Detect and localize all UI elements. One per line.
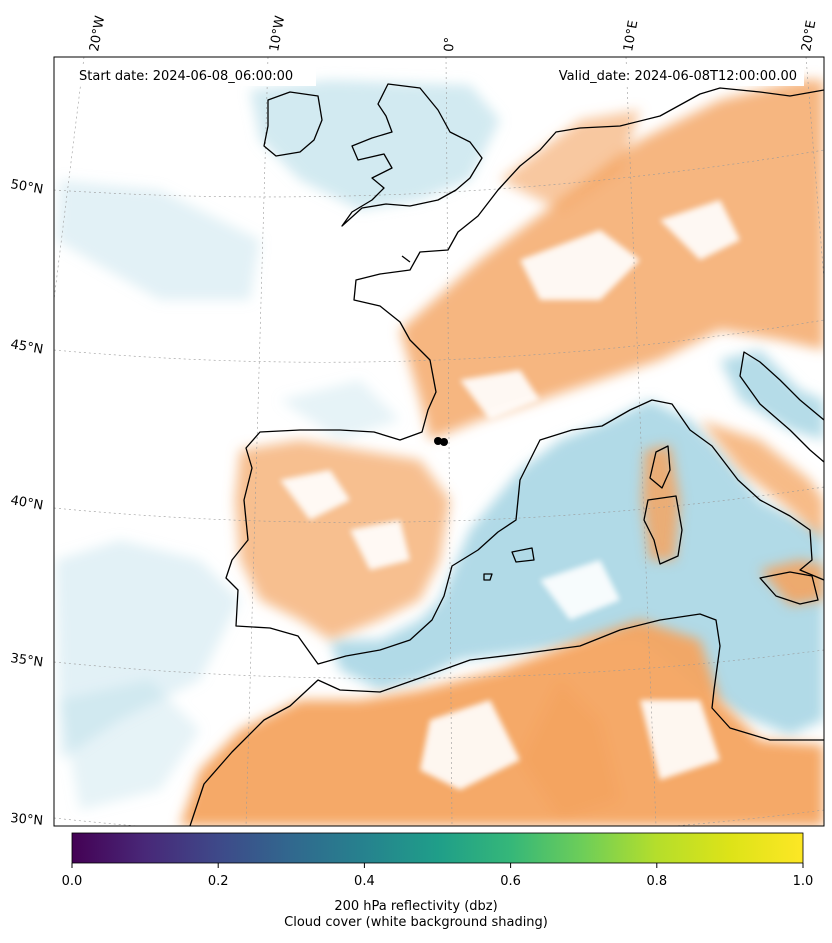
coastline-north-africa [189,613,824,826]
lat-label-45n: 45°N [9,337,44,357]
coastline-mallorca [511,547,535,563]
lon-label-10e: 10°E [621,19,641,52]
coastline-detail [401,255,411,263]
colorbar-gradient [71,832,804,864]
map-border [53,56,825,827]
longitude-labels: 20°W 10°W 0° 10°E 20°E [87,15,819,53]
colorbar-tick-label: 1.0 [793,874,814,889]
coastline-corsica [649,445,671,489]
coastline-europe [225,87,824,665]
coastline-ibiza [483,573,493,581]
coastline-ireland [263,91,323,157]
coastline-italy-east [739,351,824,463]
valid-date-annotation: Valid_date: 2024-06-08T12:00:00.00 [534,64,804,86]
coastline-great-britain [341,83,483,227]
colorbar-tick-label: 0.6 [500,874,521,889]
start-date-annotation: Start date: 2024-06-08_06:00:00 [72,64,316,86]
lon-label-0: 0° [442,37,458,53]
colorbar-tick-label: 0.0 [62,874,83,889]
lat-label-40n: 40°N [9,493,44,513]
lon-label-20w: 20°W [87,15,108,53]
colorbar-tick-label: 0.4 [354,874,375,889]
latitude-labels: 50°N 45°N 40°N 35°N 30°N [9,177,44,829]
colorbar-title: 200 hPa reflectivity (dbz) Cloud cover (… [0,899,832,931]
lon-label-10w: 10°W [267,15,288,53]
lon-label-20e: 20°E [799,19,819,52]
colorbar-tick-label: 0.8 [646,874,667,889]
colorbar-label-line1: 200 hPa reflectivity (dbz) [334,899,498,914]
colorbar: 0.0 0.2 0.4 0.6 0.8 1.0 [62,832,814,889]
colorbar-label-line2: Cloud cover (white background shading) [284,915,548,930]
map-panel: Start date: 2024-06-08_06:00:00 Valid_da… [54,57,824,826]
colorbar-tick-label: 0.2 [208,874,229,889]
lat-label-50n: 50°N [9,177,44,197]
coastline-sicily [759,571,819,605]
coastline-sardinia [643,495,683,565]
coastlines [189,83,824,826]
start-date-text: Start date: 2024-06-08_06:00:00 [79,69,293,84]
cloud-patches [280,200,740,790]
graticule [54,57,824,826]
location-marker [434,437,448,446]
colorbar-ticks: 0.0 0.2 0.4 0.6 0.8 1.0 [62,863,814,889]
valid-date-text: Valid_date: 2024-06-08T12:00:00.00 [559,69,797,84]
lat-label-35n: 35°N [9,651,44,670]
lat-label-30n: 30°N [10,811,44,829]
